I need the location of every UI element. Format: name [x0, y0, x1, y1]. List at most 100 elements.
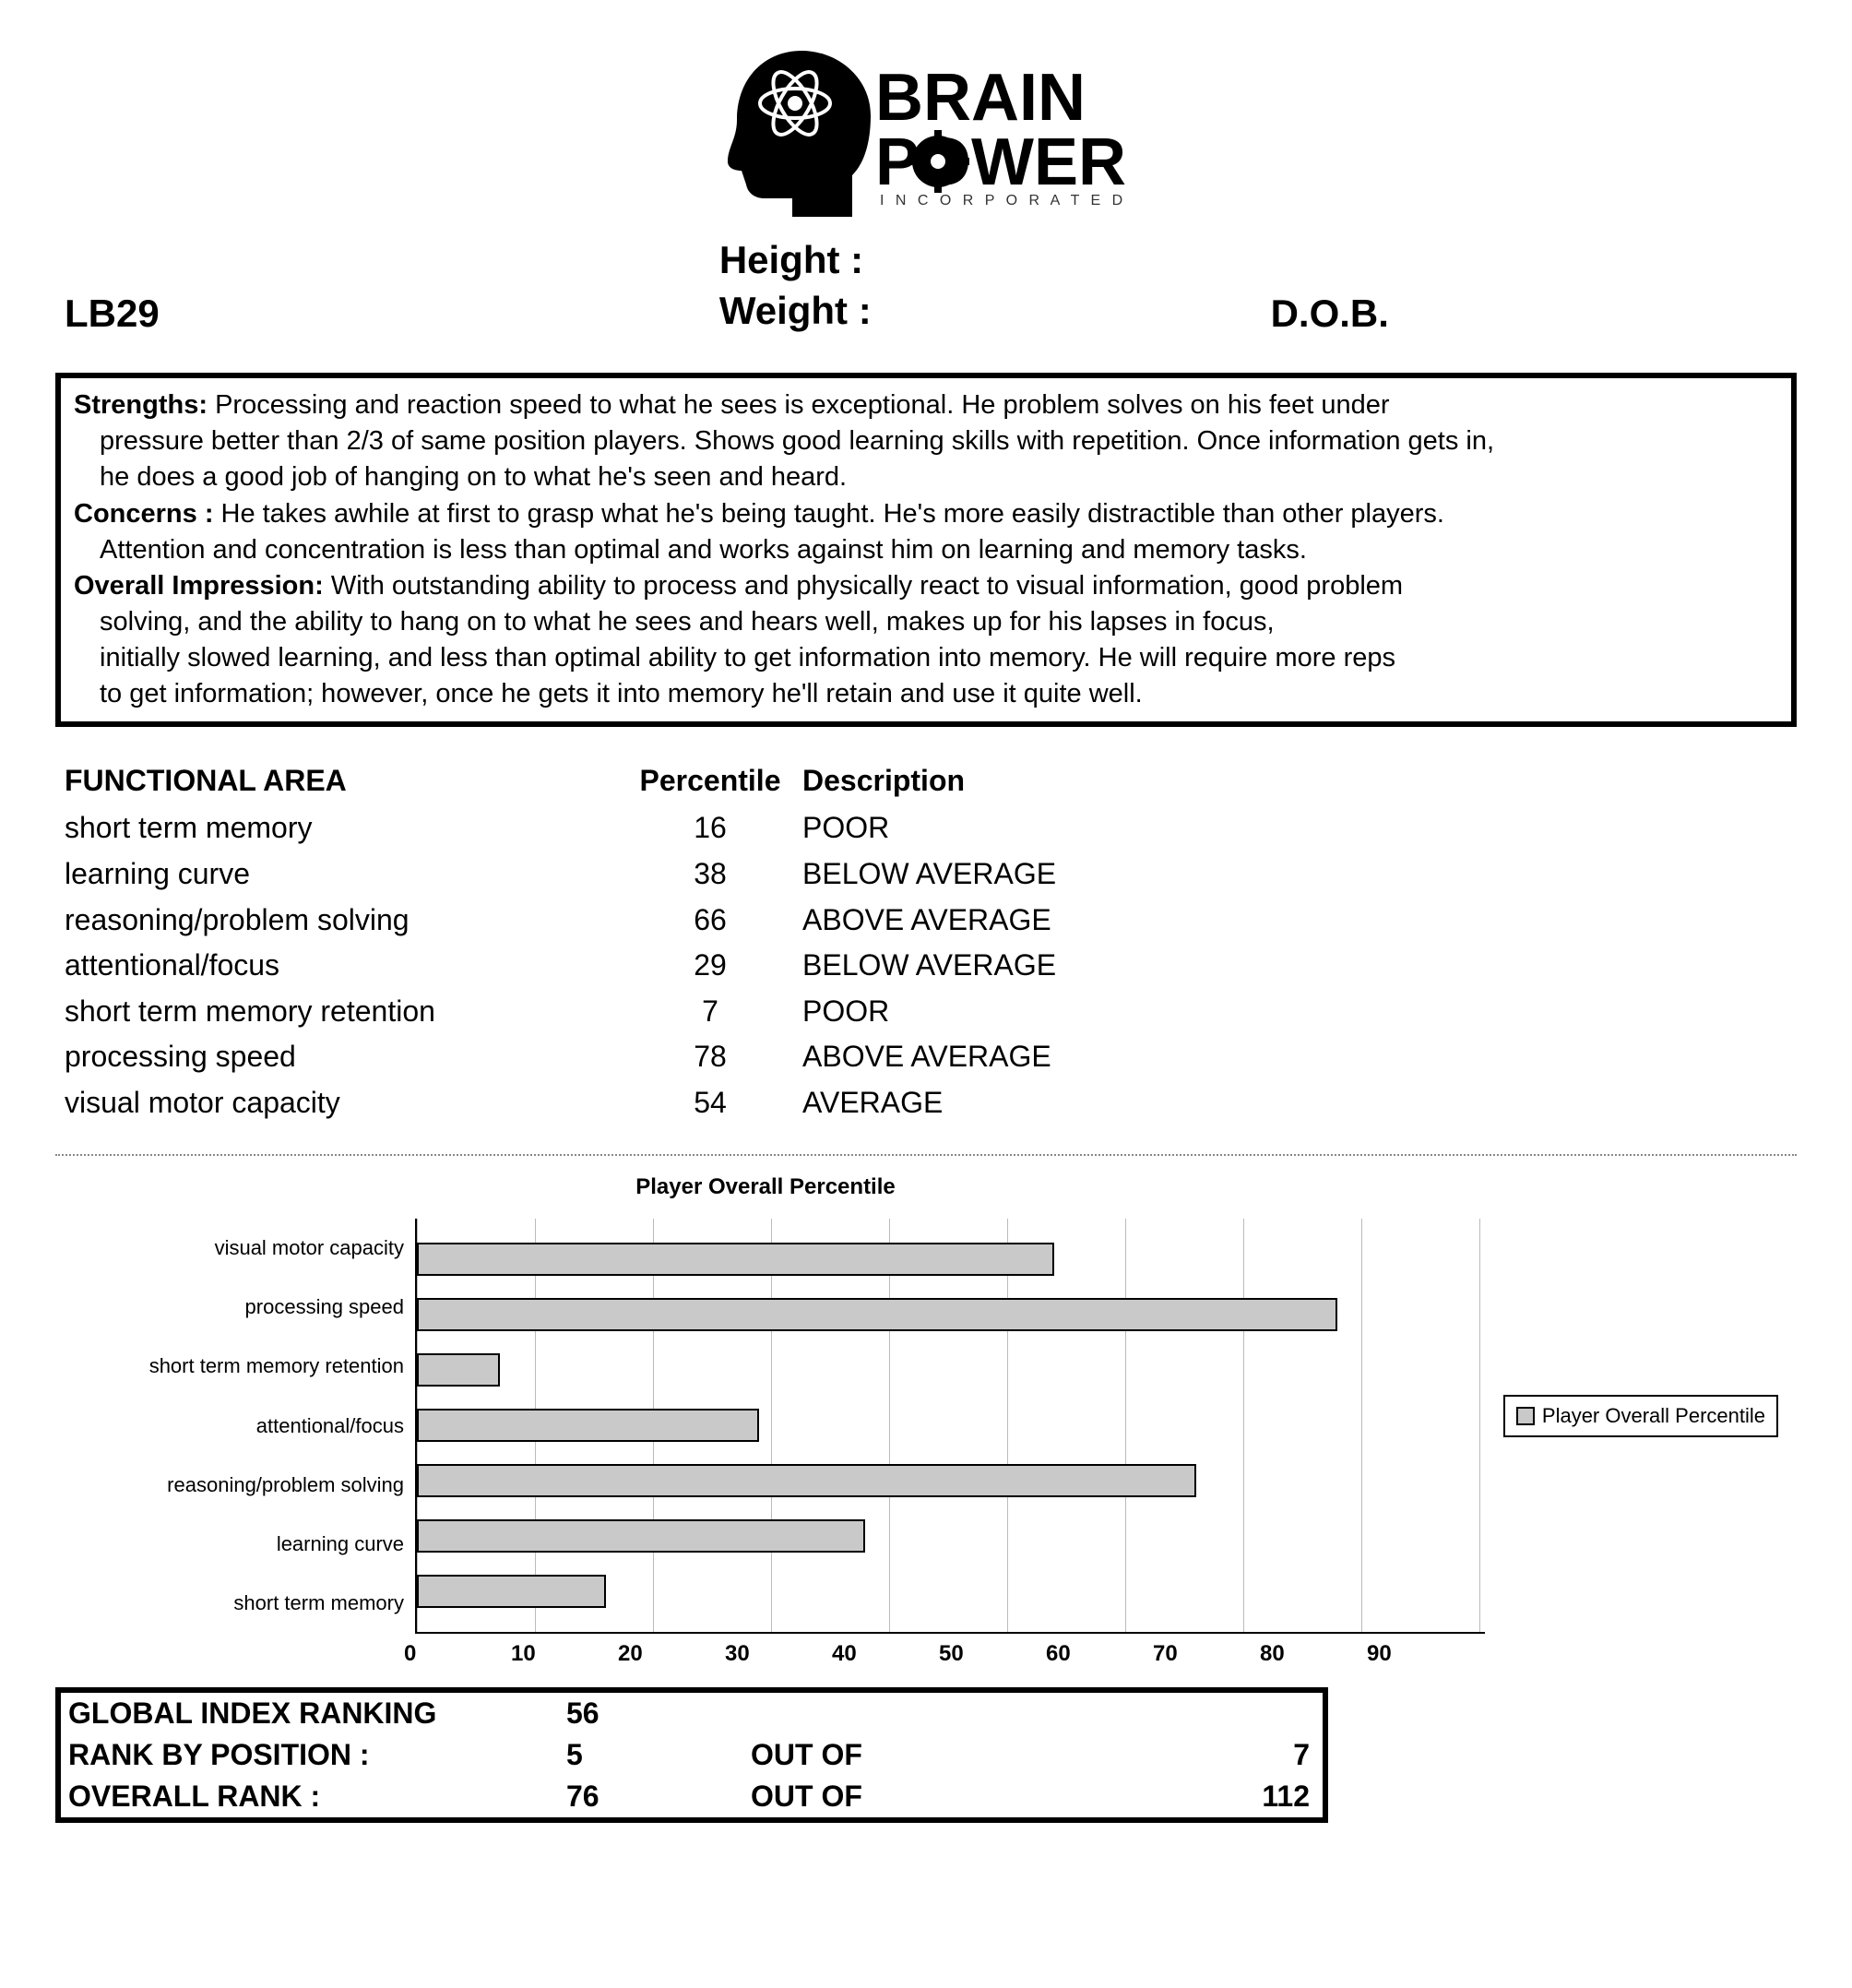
rank-position-total: 7 [1027, 1738, 1315, 1772]
chart-bar [417, 1298, 1337, 1331]
height-label: Height : [719, 235, 1271, 286]
chart-x-tick: 10 [511, 1641, 629, 1667]
chart-bar-row [417, 1232, 1485, 1287]
chart-bar-row [417, 1398, 1485, 1453]
concerns-text-1: He takes awhile at first to grasp what h… [221, 499, 1444, 529]
func-description: AVERAGE [802, 1080, 1797, 1126]
concerns-text-2: Attention and concentration is less than… [74, 532, 1778, 568]
func-description: ABOVE AVERAGE [802, 898, 1797, 944]
player-code: LB29 [65, 292, 719, 336]
overall-label: Overall Impression: [74, 571, 324, 601]
height-weight-block: Height : Weight : [719, 235, 1271, 336]
chart-bar [417, 1409, 759, 1442]
chart-plot-area [415, 1219, 1485, 1634]
func-description: POOR [802, 805, 1797, 851]
func-area: learning curve [65, 851, 618, 898]
chart-bar [417, 1353, 500, 1387]
chart-category-label: short term memory [65, 1576, 404, 1631]
chart-x-tick: 60 [1046, 1641, 1164, 1667]
summary-box: Strengths: Processing and reaction speed… [55, 373, 1797, 727]
chart-x-tick: 70 [1153, 1641, 1271, 1667]
chart-category-label: visual motor capacity [65, 1220, 404, 1276]
legend-label: Player Overall Percentile [1542, 1404, 1765, 1428]
rank-overall-outof: OUT OF [751, 1780, 1027, 1814]
func-percentile: 54 [618, 1080, 802, 1126]
header-row: LB29 Height : Weight : D.O.B. [55, 235, 1797, 336]
func-area: short term memory [65, 805, 618, 851]
chart-bar [417, 1464, 1196, 1497]
chart-bar-row [417, 1508, 1485, 1564]
func-percentile: 78 [618, 1034, 802, 1080]
dob-label: D.O.B. [1271, 292, 1787, 336]
strengths-text-1: Processing and reaction speed to what he… [215, 390, 1390, 420]
rank-position-value: 5 [566, 1738, 751, 1772]
chart-x-tick: 50 [939, 1641, 1057, 1667]
chart-y-labels: visual motor capacityprocessing speedsho… [65, 1219, 415, 1634]
brain-power-logo: BRAIN POWER I N C O R P O R A T E D [714, 37, 1138, 221]
chart-x-tick: 30 [725, 1641, 843, 1667]
rank-row-position: RANK BY POSITION : 5 OUT OF 7 [61, 1734, 1323, 1776]
strengths-line: Strengths: Processing and reaction speed… [74, 387, 1778, 423]
chart-category-label: reasoning/problem solving [65, 1458, 404, 1513]
chart-category-label: short term memory retention [65, 1339, 404, 1394]
functional-row: short term memory16POOR [65, 805, 1797, 851]
functional-row: processing speed78ABOVE AVERAGE [65, 1034, 1797, 1080]
chart-category-label: learning curve [65, 1517, 404, 1572]
strengths-label: Strengths: [74, 390, 208, 420]
chart-bar [417, 1243, 1054, 1276]
chart-x-tick: 0 [404, 1641, 522, 1667]
functional-table: FUNCTIONAL AREA Percentile Description s… [55, 764, 1797, 1125]
strengths-text-3: he does a good job of hanging on to what… [74, 459, 1778, 495]
chart-bar-row [417, 1342, 1485, 1398]
chart-bar-row [417, 1287, 1485, 1342]
rank-row-overall: OVERALL RANK : 76 OUT OF 112 [61, 1776, 1323, 1817]
chart-bar-row [417, 1453, 1485, 1508]
rank-position-outof: OUT OF [751, 1738, 1027, 1772]
svg-text:BRAIN: BRAIN [875, 61, 1086, 135]
weight-label: Weight : [719, 286, 1271, 337]
chart-x-tick: 40 [832, 1641, 950, 1667]
percentile-chart: Player Overall Percentile visual motor c… [55, 1154, 1797, 1676]
overall-text-1: With outstanding ability to process and … [331, 571, 1403, 601]
func-area: processing speed [65, 1034, 618, 1080]
func-area: visual motor capacity [65, 1080, 618, 1126]
rank-box: GLOBAL INDEX RANKING 56 RANK BY POSITION… [55, 1687, 1328, 1823]
chart-x-axis: 0102030405060708090 [65, 1641, 1485, 1667]
global-index-value: 56 [566, 1696, 751, 1731]
chart-x-tick: 90 [1367, 1641, 1485, 1667]
overall-text-4: to get information; however, once he get… [74, 676, 1778, 712]
logo: BRAIN POWER I N C O R P O R A T E D [55, 37, 1797, 226]
svg-text:I N C O R P O R A T E D: I N C O R P O R A T E D [880, 193, 1126, 208]
chart-bar [417, 1575, 606, 1608]
chart-bar-row [417, 1564, 1485, 1619]
functional-row: reasoning/problem solving66ABOVE AVERAGE [65, 898, 1797, 944]
overall-line: Overall Impression: With outstanding abi… [74, 568, 1778, 604]
func-percentile: 66 [618, 898, 802, 944]
functional-row: learning curve38BELOW AVERAGE [65, 851, 1797, 898]
rank-overall-total: 112 [1027, 1780, 1315, 1814]
strengths-text-2: pressure better than 2/3 of same positio… [74, 423, 1778, 459]
concerns-label: Concerns : [74, 499, 213, 529]
col-area-header: FUNCTIONAL AREA [65, 764, 618, 798]
func-area: attentional/focus [65, 943, 618, 989]
chart-title: Player Overall Percentile [65, 1174, 1466, 1200]
concerns-line: Concerns : He takes awhile at first to g… [74, 496, 1778, 532]
rank-overall-label: OVERALL RANK : [68, 1780, 566, 1814]
global-index-label: GLOBAL INDEX RANKING [68, 1696, 566, 1731]
func-description: POOR [802, 989, 1797, 1035]
chart-x-tick: 80 [1260, 1641, 1378, 1667]
col-desc-header: Description [802, 764, 1797, 798]
func-percentile: 7 [618, 989, 802, 1035]
functional-header: FUNCTIONAL AREA Percentile Description [65, 764, 1797, 798]
func-description: ABOVE AVERAGE [802, 1034, 1797, 1080]
rank-overall-value: 76 [566, 1780, 751, 1814]
chart-bar [417, 1519, 865, 1553]
chart-x-tick: 20 [618, 1641, 736, 1667]
functional-row: attentional/focus29BELOW AVERAGE [65, 943, 1797, 989]
functional-row: visual motor capacity54AVERAGE [65, 1080, 1797, 1126]
overall-text-2: solving, and the ability to hang on to w… [74, 604, 1778, 640]
col-pct-header: Percentile [618, 764, 802, 798]
rank-position-label: RANK BY POSITION : [68, 1738, 566, 1772]
chart-category-label: attentional/focus [65, 1399, 404, 1454]
func-percentile: 16 [618, 805, 802, 851]
